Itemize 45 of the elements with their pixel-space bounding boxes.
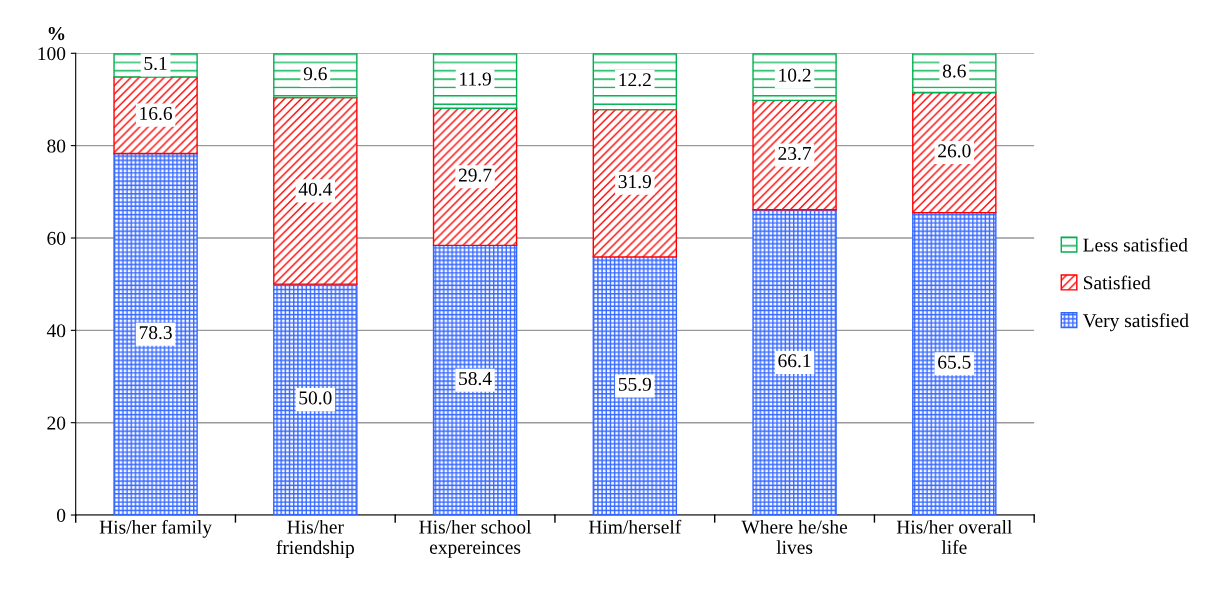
y-tick-label: 20 [47, 416, 66, 430]
data-label: 65.5 [938, 355, 971, 369]
y-tick-label: 80 [47, 139, 66, 153]
bar [592, 108, 678, 258]
data-label: 9.6 [303, 67, 327, 81]
bar [752, 99, 837, 211]
data-label: 40.4 [298, 182, 333, 196]
bar [432, 107, 518, 247]
x-tick-label: Him/herself [588, 519, 682, 534]
data-label: 23.7 [778, 146, 812, 161]
data-label: 31.9 [618, 175, 652, 189]
data-label: 11.9 [460, 72, 491, 86]
data-label: 78.3 [139, 326, 172, 340]
bar [912, 211, 997, 516]
bar [912, 91, 997, 214]
legend-label: Very satisfied [1082, 313, 1189, 332]
data-label: 66.1 [778, 354, 811, 368]
data-label: 5.1 [144, 56, 167, 71]
data-label: 55.9 [618, 377, 652, 391]
y-tick-label: 40 [46, 324, 66, 338]
bar [752, 209, 837, 516]
data-label: 12.2 [619, 73, 651, 87]
x-tick-label: His/her family [99, 519, 212, 538]
data-label: 58.4 [459, 371, 492, 386]
bar [273, 283, 358, 516]
y-tick-label: 60 [47, 231, 66, 245]
data-label: 10.2 [779, 68, 811, 82]
data-label: 50.0 [299, 391, 332, 405]
bar [592, 256, 678, 516]
data-label: 29.7 [458, 168, 492, 182]
bar [113, 152, 198, 516]
bar [432, 244, 518, 516]
data-label: 16.6 [140, 106, 173, 121]
bar [273, 96, 358, 285]
x-tick-label: His/her overall life [896, 519, 1012, 554]
y-axis-title: % [48, 26, 65, 41]
data-label: 8.6 [942, 64, 966, 78]
y-tick-label: 0 [57, 508, 66, 522]
x-tick-label: His/her friendship [276, 519, 354, 559]
x-tick-label: His/her school expereinces [419, 519, 532, 558]
x-tick-label: Where he/she lives [741, 519, 848, 554]
data-label: 26.0 [938, 144, 971, 158]
y-tick-label: 100 [38, 47, 66, 61]
legend-label: Less satisfied [1083, 237, 1188, 252]
legend-label: Satisfied [1083, 275, 1151, 290]
